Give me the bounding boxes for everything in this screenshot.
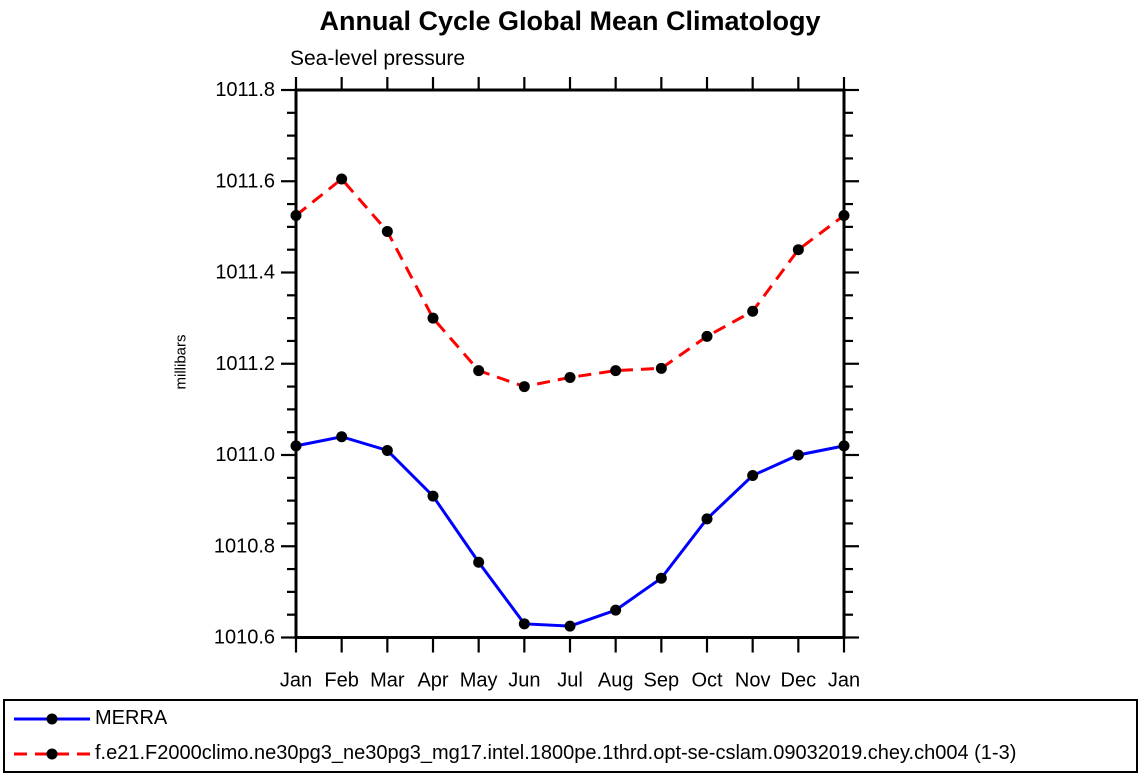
data-point	[655, 572, 667, 584]
data-point	[701, 513, 713, 525]
data-point	[427, 490, 439, 502]
data-point	[290, 209, 302, 221]
x-tick-label: May	[460, 670, 498, 692]
x-tick-label: Apr	[417, 670, 448, 692]
series-line-merra	[295, 435, 845, 628]
data-point	[473, 556, 485, 568]
data-point	[336, 431, 348, 443]
legend-marker-dot	[46, 748, 58, 759]
data-point	[838, 440, 850, 452]
data-point	[792, 244, 804, 256]
series-line-model	[295, 176, 845, 389]
x-tick-label: Aug	[598, 670, 634, 692]
data-point	[518, 381, 530, 393]
legend-marker-dot	[46, 713, 58, 724]
data-point	[336, 173, 348, 185]
y-tick-label: 1011.4	[215, 262, 275, 284]
y-tick-label: 1011.0	[215, 444, 275, 466]
data-point	[701, 330, 713, 342]
chart-title: Annual Cycle Global Mean Climatology	[319, 6, 821, 36]
legend-sample-model-line	[14, 748, 90, 759]
x-tick-label: Oct	[691, 670, 723, 692]
data-point	[381, 444, 393, 456]
data-point	[427, 312, 439, 324]
y-tick-label: 1011.2	[215, 353, 275, 375]
plot-area: 1011.8 1011.6 1011.4 1011.2 1011.0 1010.8 1010…	[214, 77, 860, 692]
x-tick-label: Jan	[828, 670, 860, 692]
legend: MERRA f.e21.F2000climo.ne30pg3_ne30pg3_m…	[3, 699, 1138, 773]
y-tick-label: 1011.6	[215, 170, 275, 192]
x-tick-label: Jan	[280, 670, 312, 692]
x-tick-label: Jul	[557, 670, 583, 692]
legend-label-model: f.e21.F2000climo.ne30pg3_ne30pg3_mg17.in…	[95, 742, 1017, 764]
data-point	[792, 449, 804, 461]
data-point	[610, 365, 622, 377]
data-point	[290, 440, 302, 452]
plot-frame	[294, 88, 846, 639]
legend-label-merra: MERRA	[95, 707, 168, 729]
data-point	[564, 371, 576, 383]
x-tick-label: Mar	[370, 670, 405, 692]
legend-sample-merra-line	[14, 713, 90, 724]
chart-subtitle: Sea-level pressure	[290, 47, 466, 70]
data-point	[564, 620, 576, 632]
data-point	[838, 209, 850, 221]
data-point	[518, 618, 530, 630]
x-tick-label: Sep	[644, 670, 680, 692]
y-tick-label: 1010.8	[214, 535, 275, 557]
data-point	[747, 305, 759, 317]
data-point	[747, 470, 759, 482]
data-point	[655, 362, 667, 374]
x-tick-label: Jun	[508, 670, 540, 692]
data-point	[610, 604, 622, 616]
legend-item-merra: MERRA	[11, 705, 1136, 733]
y-tick-label: 1011.8	[215, 79, 275, 101]
x-tick-label: Feb	[324, 670, 358, 692]
legend-item-model: f.e21.F2000climo.ne30pg3_ne30pg3_mg17.in…	[11, 740, 1136, 768]
data-point	[473, 365, 485, 377]
data-point	[381, 225, 393, 237]
x-tick-label: Dec	[781, 670, 817, 692]
x-tick-label: Nov	[735, 670, 771, 692]
y-tick-label: 1010.6	[214, 627, 275, 649]
